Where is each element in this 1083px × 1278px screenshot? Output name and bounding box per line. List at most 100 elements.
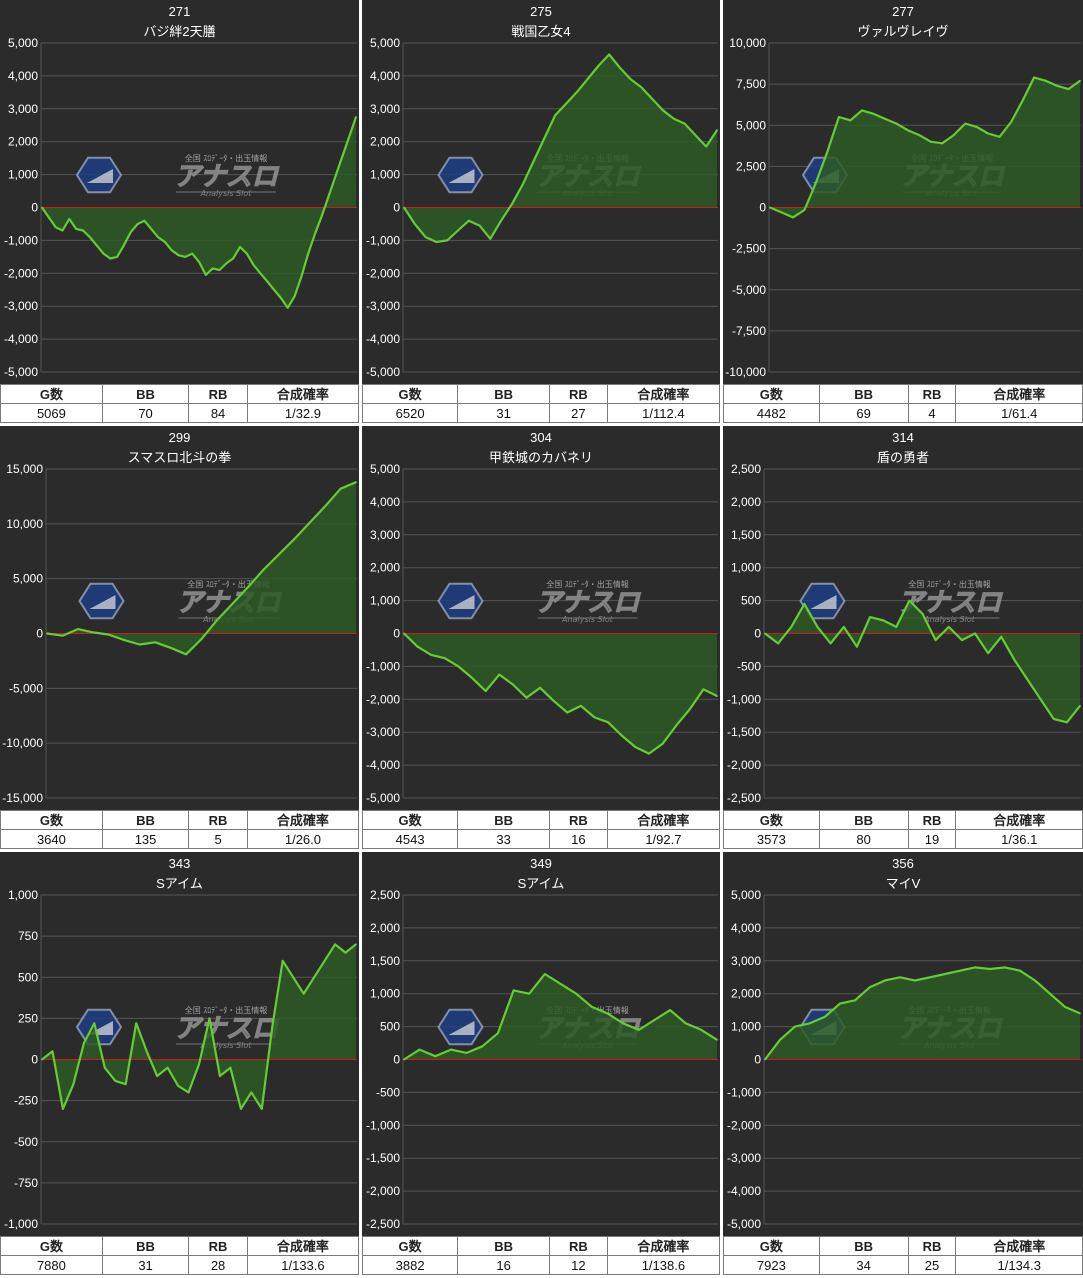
series-point [539, 686, 541, 689]
y-tick-label: -1,000 [366, 1118, 400, 1132]
series-point [478, 224, 481, 227]
y-tick-label: -4,000 [727, 1184, 761, 1198]
series-point [694, 134, 697, 137]
series-point [651, 98, 654, 100]
stats-value-bb: 34 [818, 1255, 909, 1275]
y-tick-label: 5,000 [370, 36, 400, 50]
y-tick-label: -4,000 [366, 758, 400, 772]
series-point [77, 628, 79, 630]
chart-plot: 2,500 2,000 1,500 1,000 500 0 -500 -1,000 -1,500… [366, 888, 718, 1231]
chart-panel: 15,000 10,000 5,000 0 -5,000 -10,000 -15,000 全国… [0, 426, 359, 810]
stats-value-bb: 31 [457, 403, 550, 423]
series-point [246, 586, 249, 589]
y-tick-label: -500 [376, 1085, 400, 1099]
series-point [177, 1084, 180, 1087]
series-point [471, 677, 473, 679]
series-point [204, 274, 207, 276]
watermark-top-text: 全国 ｽﾛﾃﾞｰﾀ・出玉情報 [185, 153, 268, 163]
machine-name: 盾の勇者 [876, 450, 929, 465]
series-point [281, 959, 284, 962]
series-point [1049, 992, 1051, 995]
series-point [457, 665, 460, 668]
stats-header-bb: BB [818, 384, 909, 404]
series-point [521, 183, 524, 186]
stats-table: G数 BB RB 合成確率 7880 31 28 1/133.6 [0, 1236, 360, 1275]
machine-number: 277 [892, 4, 914, 19]
series-point [974, 632, 976, 635]
series-area [404, 974, 717, 1060]
y-tick-label: -1,000 [4, 1217, 38, 1231]
series-point [231, 603, 234, 605]
series-point [1067, 88, 1070, 90]
series-point [245, 252, 248, 255]
stats-header-rb: RB [548, 1236, 608, 1256]
stats-header-prob: 合成確率 [246, 384, 360, 404]
watermark-top-text: 全国 ｽﾛﾃﾞｰﾀ・出玉情報 [185, 1005, 268, 1015]
chart-plot: 10,000 7,500 5,000 2,500 0 -2,500 -5,000 -7,500… [725, 36, 1081, 379]
series-point [565, 103, 567, 105]
series-point [716, 129, 718, 132]
y-tick-label: 500 [18, 970, 38, 984]
machine-name: Sアイム [517, 876, 565, 891]
series-point [116, 256, 118, 258]
series-point [543, 973, 546, 975]
series-area [404, 633, 717, 754]
series-point [145, 1050, 148, 1053]
series-point [211, 267, 214, 270]
stats-header-prob: 合成確率 [246, 1236, 360, 1256]
series-point [934, 639, 937, 641]
y-tick-label: -2,000 [727, 758, 761, 772]
series-point [200, 638, 203, 640]
machine-name: ヴァルヴレイヴ [857, 24, 949, 39]
series-point [321, 214, 323, 217]
chart-panel: 2,500 2,000 1,500 1,000 500 0 -500 -1,000 -1,500… [362, 852, 720, 1236]
series-point [1079, 79, 1081, 82]
series-point [1079, 705, 1081, 707]
stats-value-rb: 84 [188, 403, 248, 423]
series-line [769, 76, 1081, 219]
stats-header-games: G数 [0, 810, 103, 830]
series-point [899, 976, 901, 979]
stats-value-games: 3640 [0, 829, 103, 849]
series-point [839, 1002, 841, 1005]
series-point [191, 252, 194, 255]
series-point [543, 137, 546, 140]
series-point [54, 226, 57, 229]
y-tick-label: 4,000 [731, 921, 761, 935]
y-tick-label: 7,500 [736, 77, 766, 91]
series-point [457, 229, 459, 232]
series-point [1034, 979, 1036, 982]
y-tick-label: 0 [393, 627, 400, 641]
y-tick-label: -1,000 [727, 692, 761, 706]
series-point [239, 246, 241, 248]
machine-number: 299 [168, 430, 191, 445]
series-point [716, 695, 718, 697]
series-point [854, 999, 856, 1002]
series-area [765, 967, 1080, 1060]
series-point [1000, 635, 1003, 638]
stats-value-prob: 1/112.4 [606, 403, 721, 423]
series-point [987, 652, 989, 655]
stats-header-prob: 合成確率 [606, 810, 721, 830]
series-point [434, 1055, 437, 1058]
series-point [1039, 698, 1042, 701]
series-point [498, 673, 501, 676]
series-point [1019, 969, 1021, 972]
series-point [1079, 1012, 1081, 1015]
y-tick-label: 5,000 [8, 36, 38, 50]
y-tick-label: 1,000 [8, 888, 38, 902]
series-point [672, 117, 675, 120]
y-tick-label: 1,000 [370, 594, 400, 608]
stats-value-games: 7880 [0, 1255, 103, 1275]
y-tick-label: 3,000 [731, 954, 761, 968]
series-point [240, 1108, 242, 1110]
series-point [135, 1022, 138, 1025]
series-point [1044, 79, 1047, 82]
series-point [187, 1091, 190, 1094]
chart-plot: 5,000 4,000 3,000 2,000 1,000 0 -1,000 -2,000 -3… [4, 36, 358, 379]
series-point [123, 244, 125, 247]
series-point [292, 976, 295, 979]
machine-name: スマスロ北斗の拳 [127, 450, 232, 465]
y-tick-label: 0 [754, 627, 761, 641]
series-point [124, 1083, 127, 1086]
